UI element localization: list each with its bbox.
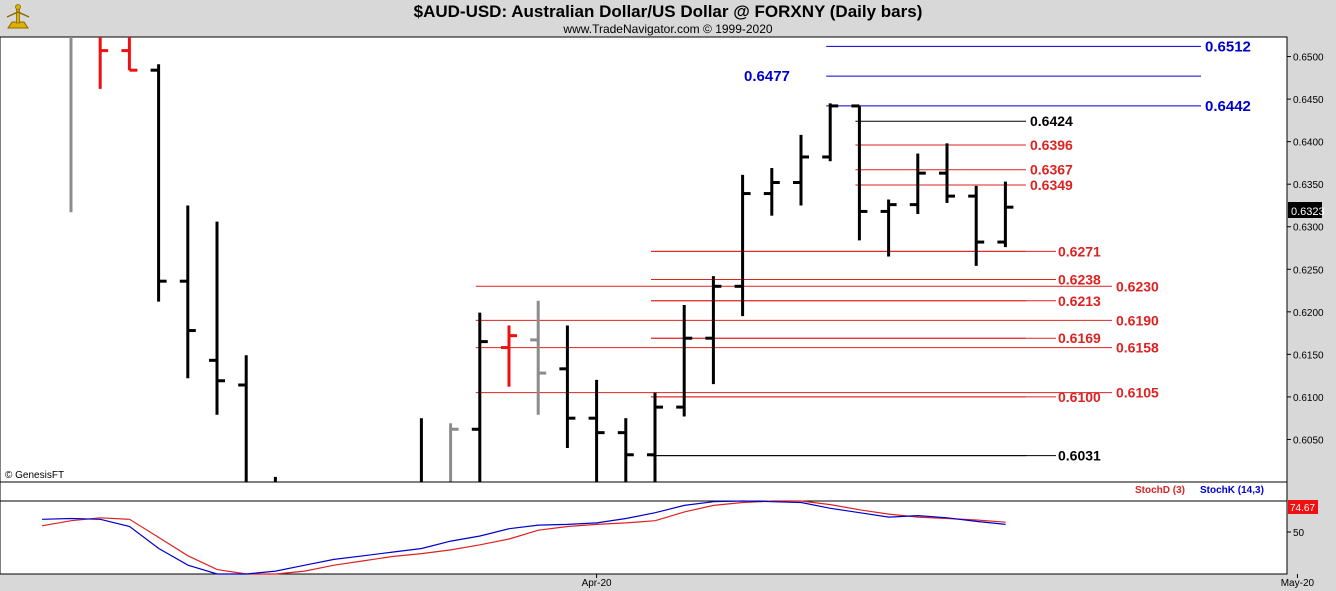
ohlc-bar xyxy=(179,205,196,379)
level-label: 0.6238 xyxy=(1058,271,1101,287)
price-tick-label: 0.6200 xyxy=(1293,308,1324,319)
ohlc-bar xyxy=(471,312,488,482)
price-axis: 0.6500 0.6450 0.6400 0.6350 0.6300 0.6250 0.62… xyxy=(1287,53,1324,446)
level-label: 0.6158 xyxy=(1116,340,1159,356)
ohlc-bar xyxy=(150,64,167,302)
x-tick-label: May-20 xyxy=(1281,578,1315,589)
level-label: 0.6031 xyxy=(1058,448,1101,464)
level-label: 0.6424 xyxy=(1030,113,1073,129)
last-price-box xyxy=(1288,202,1322,218)
level-label: 0.6396 xyxy=(1030,137,1073,153)
price-tick-label: 0.6500 xyxy=(1293,53,1324,64)
ohlc-bar xyxy=(617,418,634,482)
ohlc-bar xyxy=(734,174,751,317)
ohlc-bar xyxy=(121,37,138,72)
ohlc-bar xyxy=(559,325,576,448)
level-label: 0.6213 xyxy=(1058,293,1101,309)
ohlc-bar xyxy=(588,379,605,482)
ohlc-bar xyxy=(676,305,693,417)
ohlc-bar xyxy=(997,181,1014,248)
chart-header: $AUD-USD: Australian Dollar/US Dollar @ … xyxy=(0,0,1336,37)
ohlc-bar xyxy=(501,325,517,387)
stoch-series-line xyxy=(41,500,1006,575)
level-label: 0.6367 xyxy=(1030,162,1073,178)
price-tick-label: 0.6150 xyxy=(1293,350,1324,361)
chart-title: $AUD-USD: Australian Dollar/US Dollar @ … xyxy=(413,2,923,21)
price-tick-label: 0.6400 xyxy=(1293,138,1324,149)
level-label: 0.6271 xyxy=(1058,243,1101,259)
level-label: 0.6169 xyxy=(1058,330,1101,346)
ohlc-bar xyxy=(793,134,809,206)
level-label: 0.6230 xyxy=(1116,278,1159,294)
x-tick-label: Apr-20 xyxy=(582,578,612,589)
genesis-logo-icon xyxy=(2,2,34,34)
level-label: 0.6100 xyxy=(1058,389,1101,405)
fib-levels: 0.6512 0.6477 0.6442 0.6424 0.6396 0.63670.63… xyxy=(475,38,1251,464)
stoch-tick-50: 50 xyxy=(1293,528,1305,539)
price-tick-label: 0.6300 xyxy=(1293,223,1324,234)
level-label: 0.6190 xyxy=(1116,312,1159,328)
price-tick-label: 0.6050 xyxy=(1293,435,1324,446)
ohlc-bar xyxy=(851,104,868,241)
price-tick-label: 0.6350 xyxy=(1293,180,1324,191)
ohlc-bar xyxy=(98,37,109,89)
ohlc-bar xyxy=(238,355,248,482)
stoch-last-box xyxy=(1288,500,1318,514)
price-bars xyxy=(69,37,1014,482)
ohlc-bar xyxy=(530,300,547,415)
price-tick-label: 0.6450 xyxy=(1293,95,1324,106)
x-axis: Apr-20 May-20 xyxy=(582,574,1315,589)
level-label: 0.6477 xyxy=(744,68,790,85)
level-label: 0.6105 xyxy=(1116,385,1159,401)
ohlc-bar xyxy=(822,103,839,162)
watermark: © GenesisFT xyxy=(5,470,64,481)
level-label: 0.6349 xyxy=(1030,177,1073,193)
ohlc-bar xyxy=(909,153,926,214)
level-label: 0.6512 xyxy=(1205,38,1251,55)
chart-subtitle: www.TradeNavigator.com © 1999-2020 xyxy=(563,22,773,36)
price-tick-label: 0.6250 xyxy=(1293,265,1324,276)
stoch-lines xyxy=(41,500,1006,575)
price-panel xyxy=(0,36,1288,483)
ohlc-bar xyxy=(449,423,459,482)
level-label: 0.6442 xyxy=(1205,98,1251,115)
stoch-panel xyxy=(0,481,1288,575)
stoch-last-label: 74.67 xyxy=(1290,503,1315,514)
ohlc-bar xyxy=(763,168,780,216)
stoch-legend-k: StochK (14,3) xyxy=(1200,485,1264,496)
stoch-legend-d: StochD (3) xyxy=(1135,485,1185,496)
ohlc-bar xyxy=(880,199,897,257)
price-tick-label: 0.6100 xyxy=(1293,393,1324,404)
last-price-label: 0.6323 xyxy=(1291,206,1325,218)
ohlc-bar xyxy=(939,143,955,203)
stoch-series-line xyxy=(41,500,1006,575)
ohlc-bar xyxy=(705,276,722,385)
ohlc-bar xyxy=(209,221,225,415)
ohlc-bar xyxy=(968,185,985,266)
ohlc-bar xyxy=(647,392,663,482)
